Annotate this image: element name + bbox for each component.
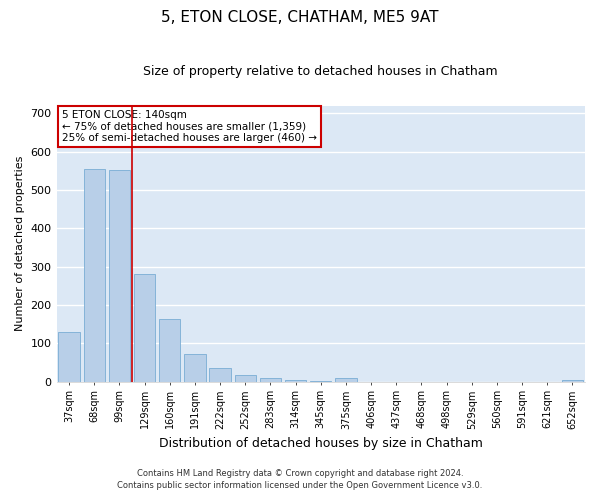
- Bar: [562, 380, 583, 382]
- Bar: [134, 274, 155, 382]
- X-axis label: Distribution of detached houses by size in Chatham: Distribution of detached houses by size …: [159, 437, 483, 450]
- Text: 5 ETON CLOSE: 140sqm
← 75% of detached houses are smaller (1,359)
25% of semi-de: 5 ETON CLOSE: 140sqm ← 75% of detached h…: [62, 110, 317, 143]
- Bar: [109, 170, 130, 382]
- Bar: [260, 378, 281, 382]
- Text: Contains HM Land Registry data © Crown copyright and database right 2024.
Contai: Contains HM Land Registry data © Crown c…: [118, 468, 482, 490]
- Bar: [310, 381, 331, 382]
- Bar: [58, 332, 80, 382]
- Bar: [159, 319, 181, 382]
- Bar: [235, 374, 256, 382]
- Bar: [285, 380, 307, 382]
- Y-axis label: Number of detached properties: Number of detached properties: [15, 156, 25, 331]
- Text: 5, ETON CLOSE, CHATHAM, ME5 9AT: 5, ETON CLOSE, CHATHAM, ME5 9AT: [161, 10, 439, 25]
- Bar: [335, 378, 356, 382]
- Bar: [209, 368, 231, 382]
- Title: Size of property relative to detached houses in Chatham: Size of property relative to detached ho…: [143, 65, 498, 78]
- Bar: [83, 169, 105, 382]
- Bar: [184, 354, 206, 382]
